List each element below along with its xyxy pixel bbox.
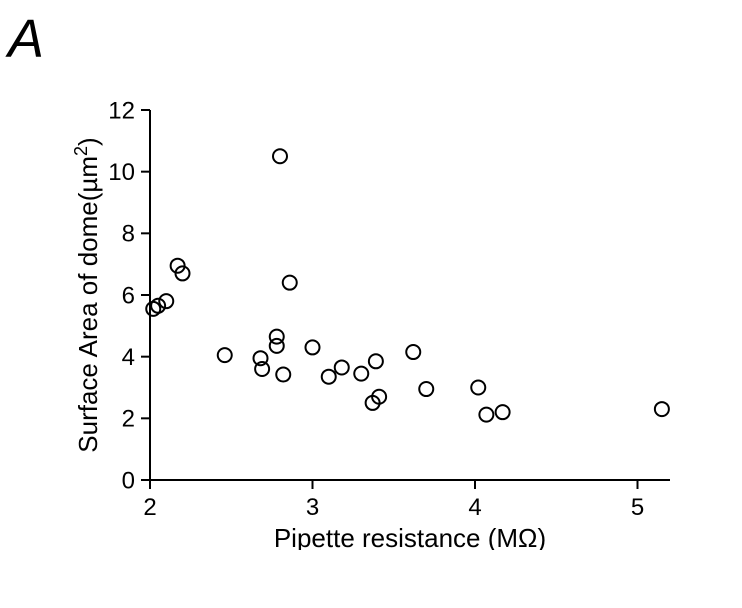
- x-tick-label: 3: [306, 494, 319, 521]
- data-point: [406, 345, 420, 359]
- x-tick-label: 5: [631, 494, 644, 521]
- data-point: [276, 368, 290, 382]
- data-point: [218, 348, 232, 362]
- data-point: [322, 370, 336, 384]
- data-point: [335, 360, 349, 374]
- scatter-chart: 2345024681012Pipette resistance (MΩ)Surf…: [70, 90, 690, 550]
- x-axis-label: Pipette resistance (MΩ): [274, 523, 546, 550]
- data-point: [419, 382, 433, 396]
- data-point: [655, 402, 669, 416]
- data-point: [273, 149, 287, 163]
- data-point: [159, 294, 173, 308]
- y-tick-label: 10: [108, 159, 135, 186]
- y-axis-label: Surface Area of dome(µm2): [71, 137, 103, 452]
- y-tick-label: 6: [122, 282, 135, 309]
- data-point: [270, 339, 284, 353]
- x-tick-label: 2: [143, 494, 156, 521]
- data-point: [151, 299, 165, 313]
- data-point: [471, 381, 485, 395]
- y-tick-label: 2: [122, 406, 135, 433]
- data-point: [479, 408, 493, 422]
- data-point: [283, 276, 297, 290]
- data-point: [369, 354, 383, 368]
- panel-letter: A: [8, 8, 44, 70]
- y-tick-label: 4: [122, 344, 135, 371]
- y-tick-label: 0: [122, 467, 135, 494]
- y-tick-label: 8: [122, 221, 135, 248]
- data-point: [306, 340, 320, 354]
- data-point: [354, 367, 368, 381]
- data-point: [496, 405, 510, 419]
- y-tick-label: 12: [108, 97, 135, 124]
- x-tick-label: 4: [468, 494, 481, 521]
